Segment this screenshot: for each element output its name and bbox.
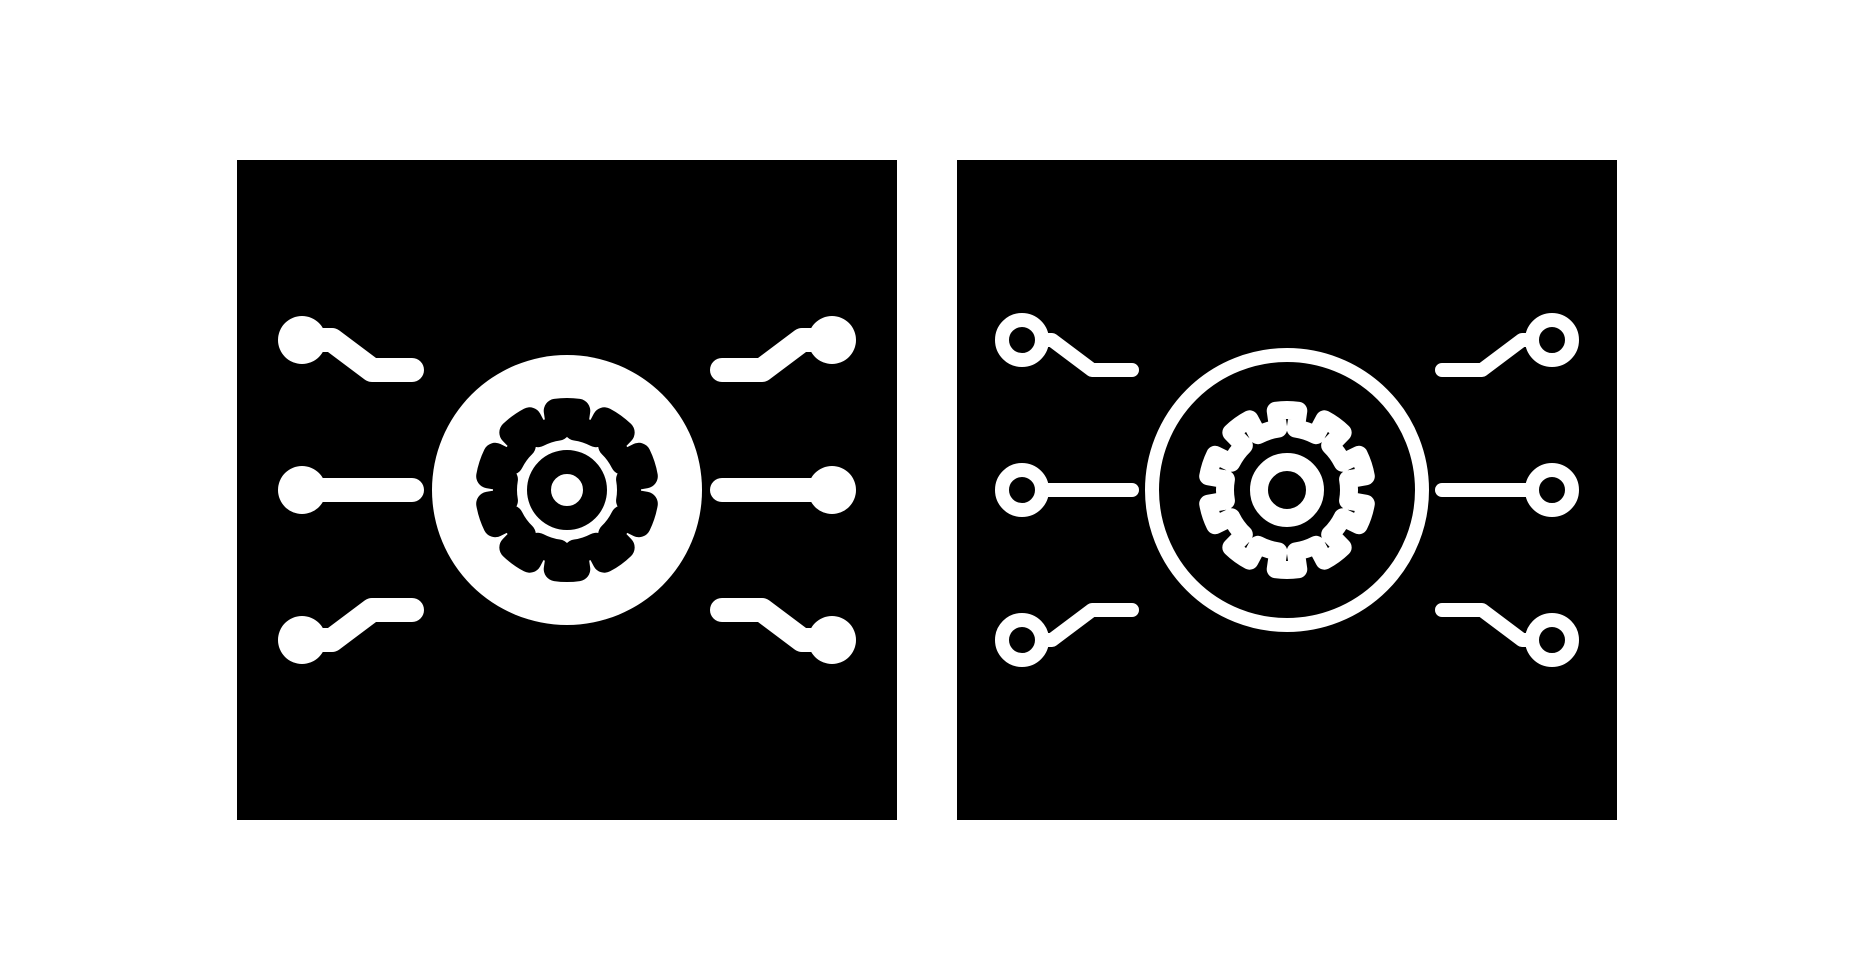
icon-pair-container	[237, 160, 1617, 820]
icon-tile-solid	[237, 160, 897, 820]
gear-network-outline-icon	[957, 160, 1617, 820]
gear-network-solid-icon	[237, 160, 897, 820]
icon-tile-outline	[957, 160, 1617, 820]
